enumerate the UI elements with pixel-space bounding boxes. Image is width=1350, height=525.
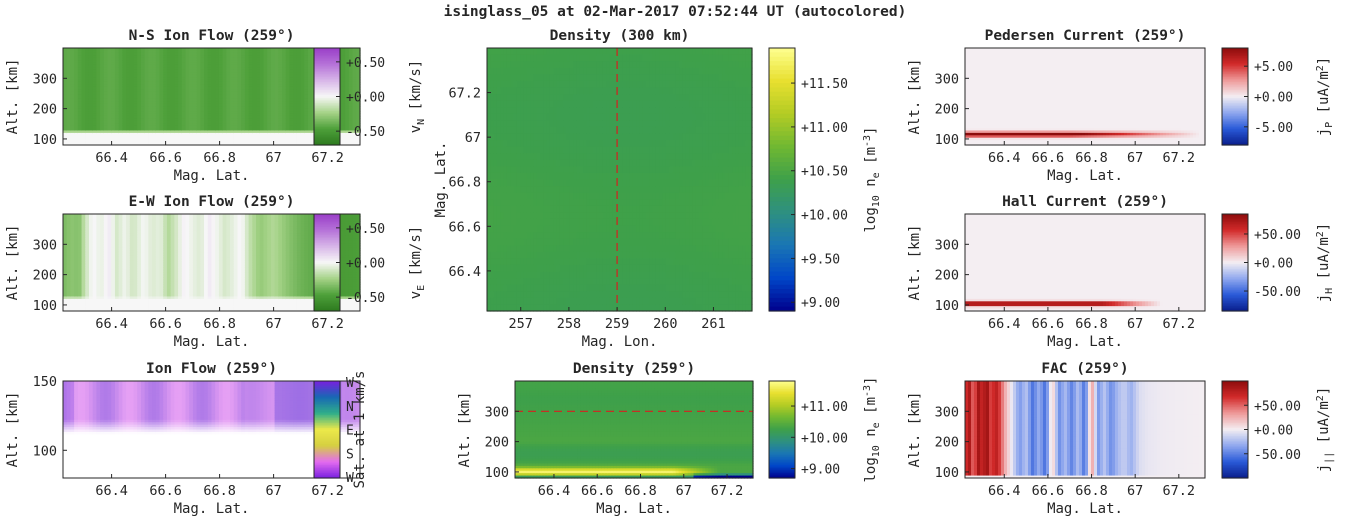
figure-suptitle: isinglass_05 at 02-Mar-2017 07:52:44 UT …: [444, 4, 907, 20]
colorbar-tick-label: +0.00: [346, 91, 385, 106]
colorbar-tick-label: -0.50: [346, 125, 385, 140]
ns-ion-flow-colorbar-label: vN [km/s]: [408, 60, 427, 133]
ns-ion-flow-title: N-S Ion Flow (259°): [129, 28, 295, 44]
colorbar-tick-label: +0.50: [346, 56, 385, 71]
x-tick-label: 67.2: [311, 150, 344, 166]
ns-ion-flow-ylabel: Alt. [km]: [5, 59, 21, 135]
y-tick-label: 100: [33, 132, 57, 148]
ns-ion-flow-xlabel: Mag. Lat.: [174, 168, 250, 184]
figure: isinglass_05 at 02-Mar-2017 07:52:44 UT …: [0, 0, 1350, 525]
x-tick-label: 66.4: [95, 150, 128, 166]
ns-ion-flow-panel: N-S Ion Flow (259°) 66.4 66.6 66.8 67 67.2 100…: [5, 28, 427, 184]
ns-ion-flow-colorbar: +0.50 +0.00 -0.50 vN [km/s]: [314, 48, 427, 146]
panels: N-S Ion Flow (259°) 66.4 66.6 66.8 67 67.2 100…: [5, 28, 1335, 517]
x-tick-label: 66.6: [149, 150, 182, 166]
y-tick-label: 200: [33, 102, 57, 118]
y-tick-label: 300: [33, 71, 57, 87]
x-tick-label: 67: [265, 150, 281, 166]
ew-ion-flow-panel: E-W Ion Flow (259°)66.4 66.6 66.8 67 67.2100…: [5, 194, 427, 350]
x-tick-label: 66.8: [203, 150, 236, 166]
